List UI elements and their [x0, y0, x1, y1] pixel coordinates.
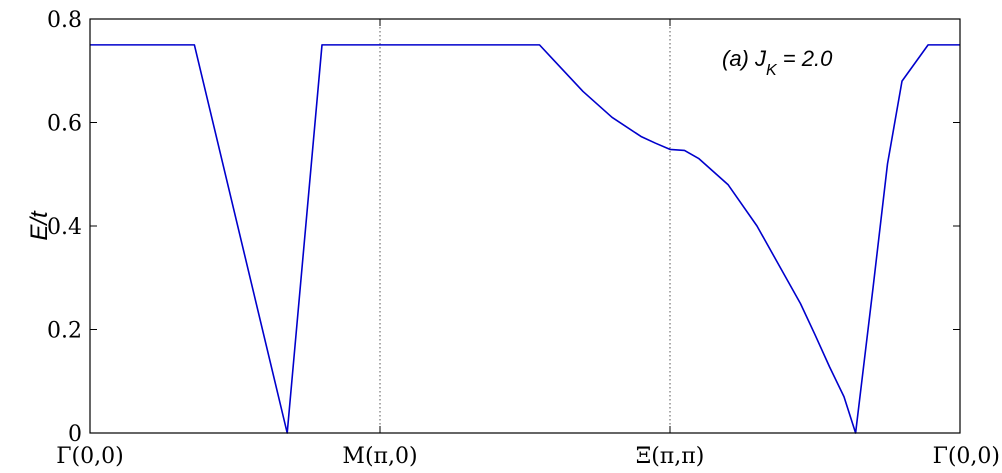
y-tick-label: 0.8	[47, 8, 82, 33]
series-line	[90, 44, 960, 434]
annotation-subscript: K	[766, 62, 778, 79]
x-tick-label: M(π,0)	[342, 444, 417, 469]
plot-area	[90, 19, 960, 433]
y-tick-label: 0.2	[47, 319, 82, 344]
x-tick-label: Γ(0,0)	[933, 444, 1000, 469]
y-tick-label: 0.6	[47, 112, 82, 137]
y-tick-label: 0.4	[47, 215, 82, 240]
y-tick-label: 0	[68, 422, 82, 447]
x-tick-label: Γ(0,0)	[56, 444, 123, 469]
y-axis-label: E/t	[26, 210, 53, 241]
x-tick-label: Ξ(π,π)	[636, 444, 705, 469]
annotation-suffix: = 2.0	[777, 46, 833, 71]
annotation-label: (a) JK = 2.0	[722, 46, 833, 79]
annotation-prefix: (a) J	[722, 46, 767, 71]
